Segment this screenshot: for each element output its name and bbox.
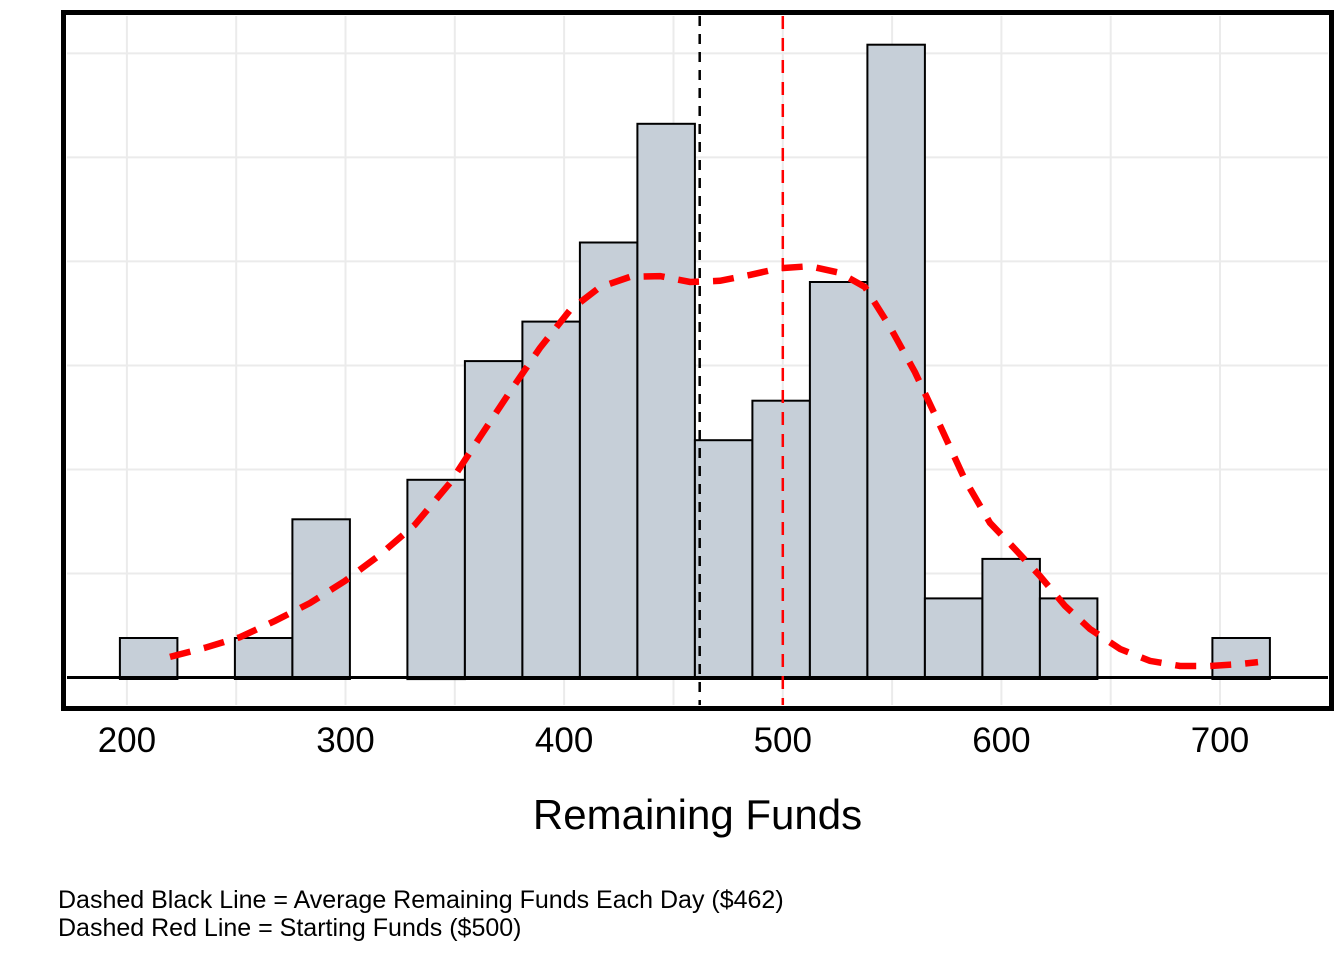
x-tick-label: 500 [754, 721, 812, 760]
histogram-bar [291, 518, 351, 680]
x-tick-label: 600 [972, 721, 1030, 760]
x-tick-label: 300 [316, 721, 374, 760]
panel-border [61, 10, 1334, 711]
histogram-bars [118, 43, 1271, 681]
x-tick-label: 400 [535, 721, 593, 760]
histogram-bar [923, 597, 984, 681]
histogram-bar [118, 637, 179, 680]
histogram-bar [578, 241, 639, 680]
caption: Dashed Black Line = Average Remaining Fu… [58, 886, 784, 942]
x-axis-title: Remaining Funds [533, 791, 862, 838]
histogram-bar [463, 360, 524, 680]
histogram-bar [751, 399, 811, 680]
histogram-bar [1211, 637, 1271, 680]
density-curve [169, 262, 1259, 670]
histogram-bar [981, 557, 1041, 681]
histogram-bar [406, 478, 466, 681]
x-tick-label: 700 [1191, 721, 1249, 760]
caption-line-red: Dashed Red Line = Starting Funds ($500) [58, 914, 522, 942]
histogram-bar [636, 122, 696, 681]
histogram-chart: 200 300 400 500 600 700 Remaining Funds [61, 10, 1334, 838]
x-tick-labels: 200 300 400 500 600 700 [98, 721, 1250, 760]
histogram-bar [233, 637, 294, 680]
histogram-bar [808, 281, 869, 680]
histogram-bar [521, 320, 581, 680]
histogram-bar [693, 439, 754, 681]
reference-lines [698, 16, 785, 705]
histogram-bar [866, 43, 926, 680]
x-tick-label: 200 [98, 721, 156, 760]
caption-line-black: Dashed Black Line = Average Remaining Fu… [58, 886, 784, 914]
